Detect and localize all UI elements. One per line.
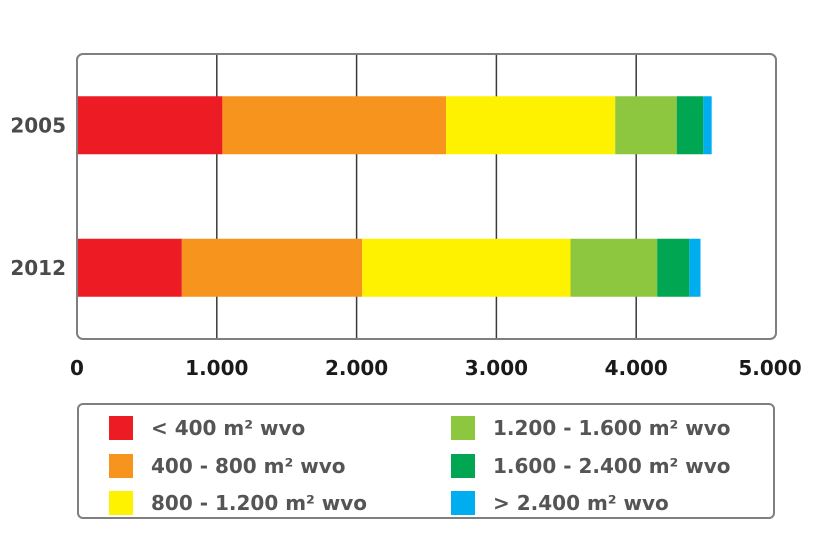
x-tick-label: 1.000 (185, 356, 248, 380)
legend-item: 1.200 - 1.600 m² wvo (451, 414, 731, 442)
x-tick-label: 4.000 (605, 356, 668, 380)
bar-segment (676, 96, 704, 155)
bar-segment (77, 238, 182, 297)
legend-item: 400 - 800 m² wvo (109, 452, 346, 480)
legend-item: < 400 m² wvo (109, 414, 305, 442)
bar-segment (446, 96, 616, 155)
legend-label: > 2.400 m² wvo (493, 491, 669, 515)
bar-segment (570, 238, 658, 297)
bars (77, 96, 712, 297)
legend-label: < 400 m² wvo (151, 416, 306, 440)
category-labels: 2005 2012 (10, 113, 66, 280)
legend: < 400 m² wvo 400 - 800 m² wvo 800 - 1.200 … (77, 403, 775, 519)
legend-swatch (451, 491, 475, 515)
legend-item: 800 - 1.200 m² wvo (109, 489, 367, 517)
bar-segment (689, 238, 701, 297)
legend-swatch (451, 454, 475, 478)
legend-swatch (109, 416, 133, 440)
bar-segment (181, 238, 363, 297)
legend-label: 800 - 1.200 m² wvo (151, 491, 368, 515)
plot-frame (76, 53, 777, 340)
x-tick-labels: 0 1.000 2.000 3.000 4.000 5.000 (70, 356, 802, 380)
legend-swatch (451, 416, 475, 440)
x-tick-label: 5.000 (738, 356, 801, 380)
legend-label: 1.600 - 2.400 m² wvo (493, 454, 731, 478)
x-tick-label: 0 (70, 356, 84, 380)
bar-segment (703, 96, 712, 155)
bar-segment (615, 96, 677, 155)
bar-segment (362, 238, 571, 297)
bar-segment (222, 96, 447, 155)
x-tick-label: 3.000 (465, 356, 528, 380)
legend-item: > 2.400 m² wvo (451, 489, 669, 517)
legend-label: 1.200 - 1.600 m² wvo (493, 416, 731, 440)
legend-swatch (109, 491, 133, 515)
category-label: 2012 (10, 256, 66, 280)
x-tick-label: 2.000 (325, 356, 388, 380)
bar-segment (657, 238, 690, 297)
category-label: 2005 (10, 113, 66, 137)
legend-item: 1.600 - 2.400 m² wvo (451, 452, 731, 480)
bar-segment (77, 96, 223, 155)
legend-swatch (109, 454, 133, 478)
legend-label: 400 - 800 m² wvo (151, 454, 346, 478)
